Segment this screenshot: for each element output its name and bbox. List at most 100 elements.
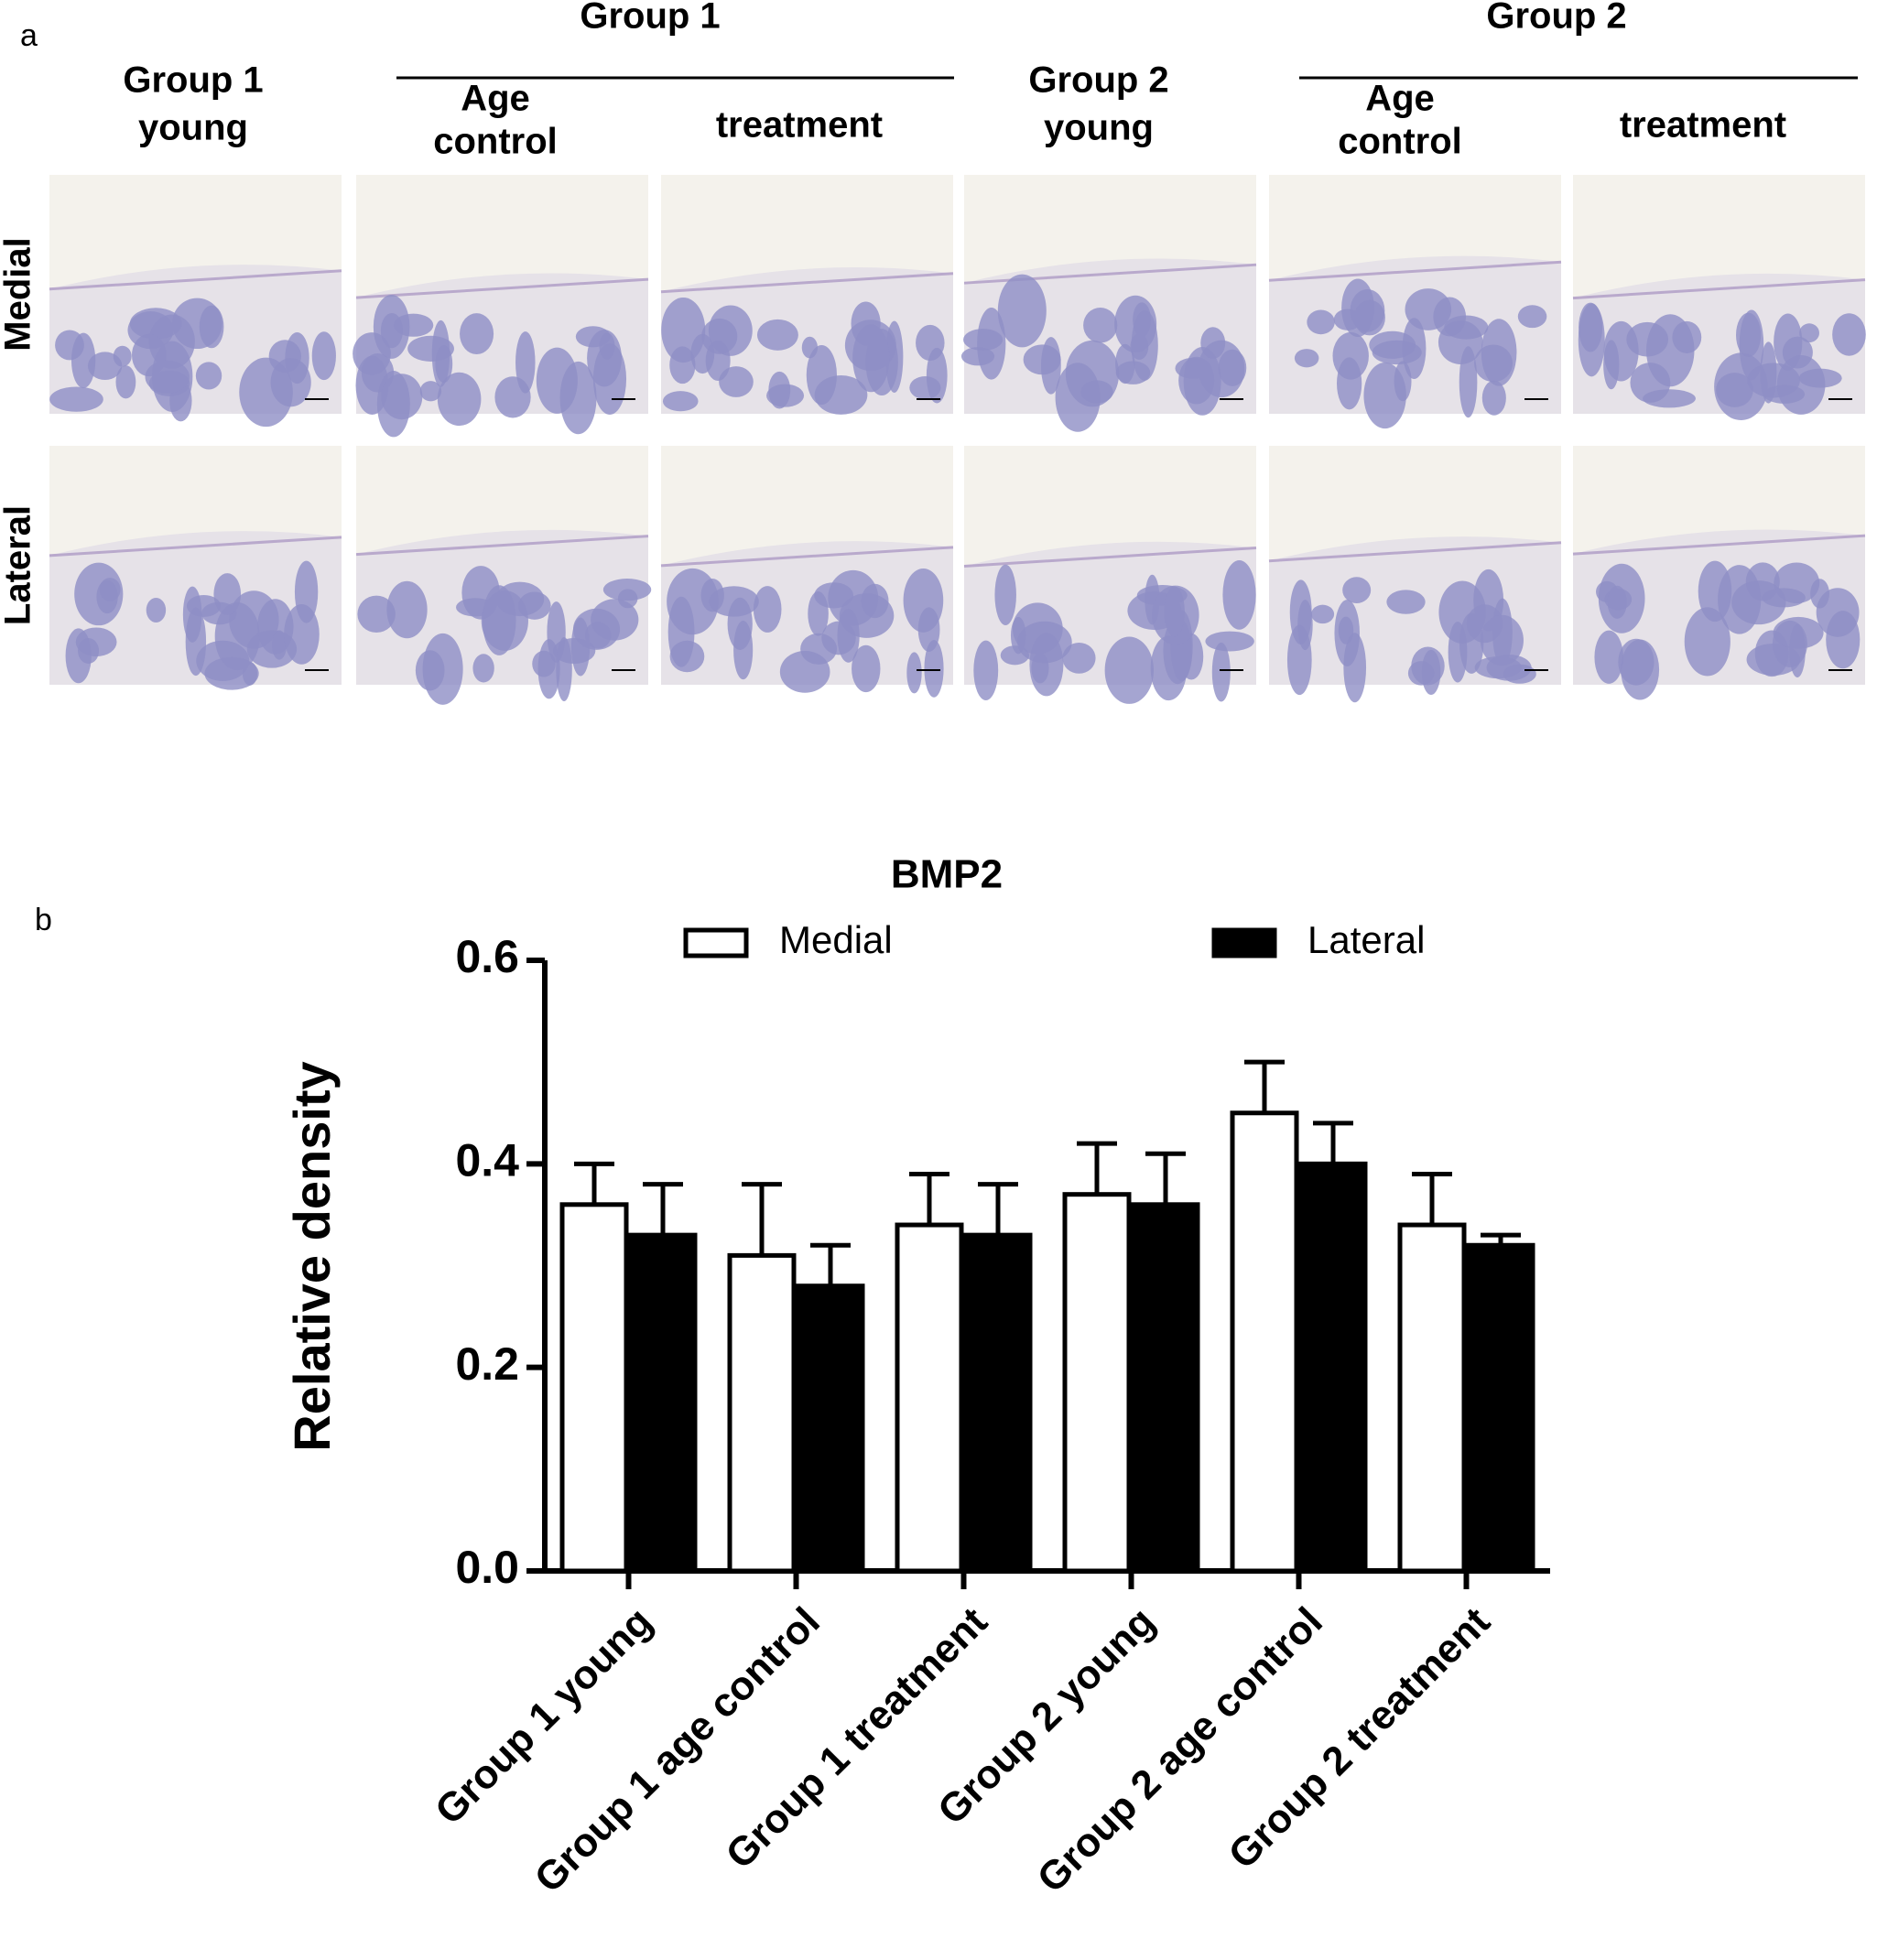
tidemark [1572,278,1866,300]
row-label: Lateral [0,505,38,625]
column-header: Group 1 [123,60,263,101]
marrow [1826,611,1861,669]
marrow [1211,642,1231,702]
marrow [994,564,1016,625]
tidemark [49,269,342,291]
marrow [1684,607,1731,677]
marrow [753,586,782,633]
marrow [1621,639,1660,700]
marrow [963,329,1004,351]
column-header: young [138,108,248,148]
column-header: treatment [1620,105,1786,146]
bar [727,1252,797,1574]
marrow [1369,330,1416,359]
marrow [129,308,182,340]
marrow [270,358,311,407]
marrow [1672,320,1702,353]
marrow [708,305,753,356]
group-header: Group 2 [1486,0,1626,37]
tidemark [1268,541,1562,563]
x-tick-label: Group 1 age control [526,1599,829,1901]
marrow [1363,363,1406,429]
panel-label: a [20,18,38,53]
marrow [1062,642,1096,674]
y-tick-label: 0.4 [455,1135,519,1186]
marrow [1104,636,1155,704]
tidemark [49,536,342,558]
tidemark [963,546,1257,568]
marrow [924,640,944,698]
marrow [518,591,551,620]
marrow [482,585,516,655]
marrow [1517,305,1547,329]
y-tick-label: 0.6 [455,931,519,982]
column-header: Age [1365,79,1435,119]
marrow [916,324,945,362]
marrow [115,365,136,399]
bar [796,1283,865,1574]
column-header: young [1044,108,1154,148]
tidemark [355,277,649,299]
marrow [662,391,699,412]
marrow [74,562,124,626]
chart-title: BMP2 [891,852,1003,897]
marrow [1114,295,1157,353]
y-tick-label: 0.0 [455,1542,519,1593]
bar [1230,1110,1299,1574]
marrow [973,640,999,700]
marrow [393,313,434,337]
marrow [1832,313,1866,356]
marrow [669,346,696,384]
bar [895,1222,964,1574]
column-header: Group 2 [1028,60,1168,101]
marrow [1579,302,1603,352]
marrow [49,386,103,412]
marrow [1760,341,1777,404]
legend-swatch [1211,927,1277,958]
marrow [591,599,639,641]
marrow [766,384,805,407]
marrow [709,586,759,617]
marrow [852,644,881,693]
marrow [1065,340,1120,407]
marrow [1448,622,1468,683]
column-header: Age [461,79,530,119]
marrow [145,360,190,394]
marrow [515,331,536,394]
marrow [587,330,622,387]
marrow [733,621,754,680]
column-header: control [1338,122,1462,162]
marrow [55,330,84,361]
marrow [1698,560,1732,623]
legend-swatch [683,927,749,958]
marrow [852,324,890,393]
marrow [1343,633,1367,703]
marrow [1776,354,1826,415]
marrow [719,366,754,397]
marrow [1386,590,1426,614]
marrow [906,652,922,694]
marrow [186,594,222,617]
marrow [1643,389,1696,408]
bar [1298,1161,1368,1574]
tidemark [355,535,649,557]
marrow [1607,585,1627,619]
marrow [1799,323,1819,343]
marrow [801,336,818,359]
marrow [1294,349,1319,368]
marrow [311,331,336,381]
marrow [960,347,995,366]
marrow [87,352,123,381]
marrow [1716,373,1753,407]
marrow [559,361,597,435]
marrow [419,381,442,402]
group-header: Group 1 [580,0,720,37]
histology-grid [49,175,1866,705]
tidemark [660,272,954,294]
marrow [1083,308,1118,343]
marrow [617,589,638,609]
marrow [1338,616,1354,644]
marrow [837,609,860,663]
row-label: Medial [0,237,38,351]
